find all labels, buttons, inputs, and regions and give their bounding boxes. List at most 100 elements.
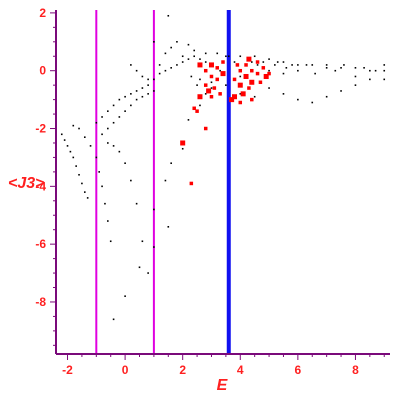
black-point	[363, 67, 365, 69]
black-point	[216, 52, 219, 55]
y-tick-label: 0	[39, 64, 46, 78]
black-point	[311, 101, 314, 104]
black-point	[153, 40, 155, 43]
red-point	[246, 56, 252, 62]
black-point	[305, 64, 308, 66]
black-point	[225, 55, 227, 58]
black-point	[112, 318, 115, 321]
red-point	[244, 63, 248, 67]
black-point	[253, 55, 256, 58]
black-point	[130, 179, 132, 182]
black-point	[219, 69, 221, 72]
black-point	[141, 95, 144, 98]
black-point	[311, 64, 314, 66]
black-point	[78, 127, 80, 130]
black-point	[239, 75, 242, 78]
y-tick-label: -8	[35, 295, 46, 309]
black-point	[210, 81, 213, 84]
black-point	[210, 87, 213, 89]
black-point	[130, 93, 132, 95]
black-point	[291, 64, 293, 66]
black-point	[276, 61, 279, 63]
black-point	[233, 61, 236, 63]
black-point	[282, 72, 285, 75]
black-point	[334, 69, 337, 72]
red-point	[221, 60, 225, 64]
red-point	[238, 68, 243, 73]
black-point	[193, 55, 196, 58]
red-point	[249, 79, 255, 85]
red-point	[206, 88, 212, 94]
black-point	[354, 75, 357, 78]
y-axis-title: <J3>	[8, 175, 44, 192]
red-point	[215, 77, 219, 82]
black-point	[124, 95, 126, 98]
black-point	[181, 147, 184, 150]
x-tick-label: 8	[352, 363, 359, 377]
y-tick-label: -4	[35, 179, 46, 193]
black-point	[383, 69, 386, 72]
black-point	[369, 78, 371, 81]
black-point	[181, 61, 184, 63]
black-point	[282, 61, 285, 63]
red-point	[240, 91, 246, 97]
black-point	[314, 72, 316, 75]
black-point	[135, 98, 138, 101]
black-point	[72, 156, 75, 159]
black-point	[176, 40, 178, 43]
black-point	[124, 162, 126, 165]
black-point	[190, 75, 193, 78]
black-point	[66, 145, 69, 147]
red-point	[209, 74, 214, 79]
black-point	[297, 64, 299, 66]
black-point	[343, 64, 345, 66]
black-point	[101, 116, 103, 118]
black-point	[135, 90, 138, 92]
black-point	[75, 165, 77, 167]
black-point	[153, 208, 155, 211]
black-point	[107, 142, 109, 144]
black-point	[101, 133, 103, 136]
black-point	[112, 121, 115, 124]
y-tick-label: -2	[35, 122, 46, 136]
black-point	[63, 139, 66, 141]
red-point	[189, 181, 194, 186]
black-point	[98, 171, 100, 173]
black-point	[239, 93, 242, 95]
black-point	[164, 52, 167, 55]
red-point	[243, 73, 249, 79]
black-point	[285, 67, 288, 69]
black-point	[297, 69, 299, 72]
black-point	[262, 61, 265, 63]
red-point	[203, 126, 208, 131]
red-point	[250, 97, 254, 102]
black-point	[147, 78, 149, 81]
series-red-points	[180, 56, 271, 186]
axes	[55, 10, 390, 355]
black-point	[170, 162, 172, 165]
black-point	[72, 124, 75, 127]
black-point	[101, 185, 103, 188]
black-point	[153, 78, 155, 81]
black-point	[193, 49, 196, 52]
black-point	[112, 104, 115, 107]
black-point	[124, 110, 126, 112]
red-point	[232, 94, 238, 100]
black-point	[124, 295, 126, 297]
x-tick-label: 2	[179, 363, 186, 377]
black-point	[282, 93, 285, 95]
red-point	[255, 60, 260, 64]
red-point	[238, 100, 243, 105]
black-point	[118, 98, 121, 101]
red-point	[229, 97, 235, 103]
red-point	[203, 68, 208, 73]
black-point	[153, 246, 155, 248]
black-point	[167, 14, 170, 17]
x-tick-label: 0	[122, 363, 129, 377]
black-point	[354, 67, 357, 69]
black-point	[268, 69, 270, 72]
red-point	[197, 94, 203, 100]
black-point	[256, 64, 259, 66]
vertical-reference-lines	[95, 10, 231, 354]
